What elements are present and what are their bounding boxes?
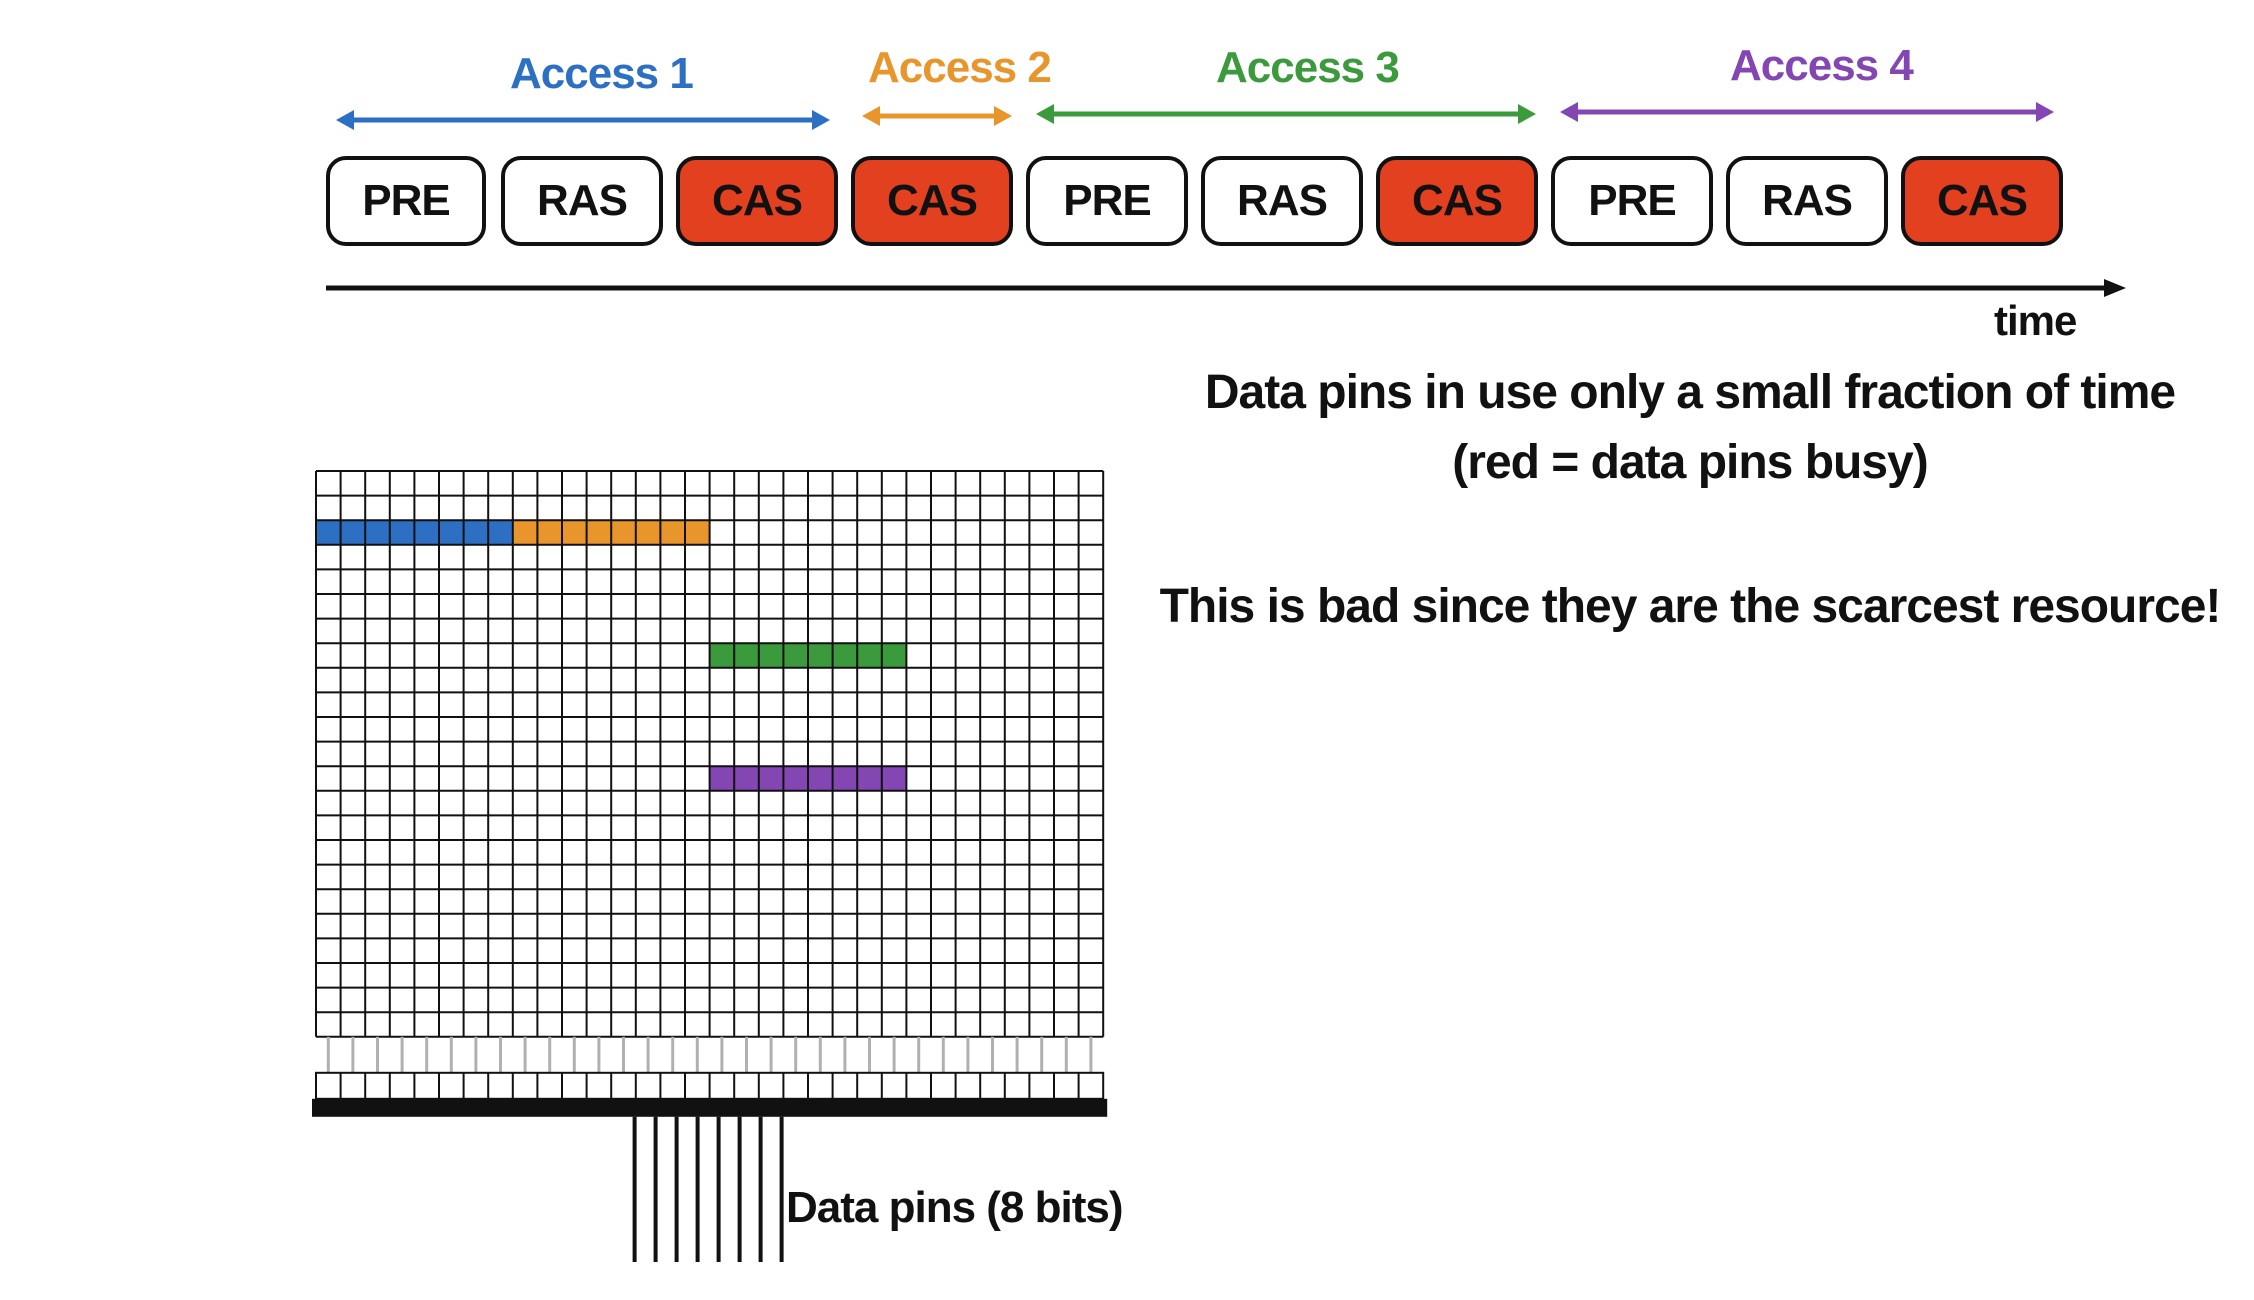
command-pre: PRE	[326, 156, 486, 246]
access-4-span-arrow	[1560, 102, 2054, 122]
command-cas: CAS	[1376, 156, 1538, 246]
note-data-pins-fraction: Data pins in use only a small fraction o…	[1204, 366, 2176, 419]
note-red-legend: (red = data pins busy)	[1452, 436, 1928, 489]
access-2-title: Access 2	[868, 43, 1052, 92]
access-3-title: Access 3	[1216, 43, 1400, 92]
data-bus-bar	[312, 1098, 1108, 1117]
command-pre: PRE	[1551, 156, 1713, 246]
time-axis-label: time	[1994, 297, 2077, 344]
command-cas: CAS	[851, 156, 1013, 246]
access-1-title: Access 1	[510, 49, 694, 98]
data-pins-label: Data pins (8 bits)	[786, 1183, 1123, 1232]
time-axis-arrow	[326, 279, 2126, 297]
access-1-span-arrow	[336, 110, 830, 130]
access-3-span-arrow	[1036, 104, 1536, 124]
command-ras: RAS	[1201, 156, 1363, 246]
command-ras: RAS	[1726, 156, 1888, 246]
command-ras: RAS	[501, 156, 663, 246]
access-2-span-arrow	[862, 106, 1012, 126]
note-scarcest-resource: This is bad since they are the scarcest …	[1159, 580, 2222, 633]
command-cas: CAS	[676, 156, 838, 246]
memory-cell-grid	[315, 470, 1105, 1038]
access-4-title: Access 4	[1730, 41, 1914, 90]
command-pre: PRE	[1026, 156, 1188, 246]
command-cas: CAS	[1901, 156, 2063, 246]
